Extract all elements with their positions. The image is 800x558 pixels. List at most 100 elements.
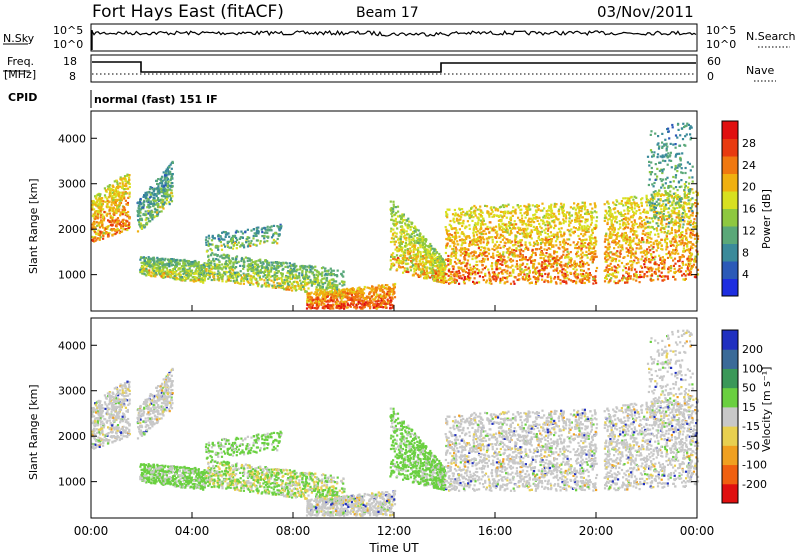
power-point [171, 177, 173, 179]
power-point [167, 189, 169, 191]
power-point [414, 230, 416, 232]
power-point [153, 270, 155, 272]
power-point [456, 271, 458, 273]
power-point [243, 266, 245, 268]
power-point [261, 267, 263, 269]
power-point [400, 218, 402, 220]
power-point [387, 299, 389, 301]
power-point [216, 273, 218, 275]
power-point [202, 270, 204, 272]
power-point [513, 252, 515, 254]
power-point [515, 266, 517, 268]
power-point [378, 284, 380, 286]
power-point [555, 283, 557, 285]
power-point [457, 243, 459, 245]
power-point [528, 267, 530, 269]
power-point [103, 211, 105, 213]
power-point [311, 268, 313, 270]
power-point [412, 264, 414, 266]
power-point [126, 220, 128, 222]
power-point [249, 260, 251, 262]
power-point [407, 248, 409, 250]
power-point [375, 290, 377, 292]
power-point [261, 264, 263, 266]
power-point [314, 283, 316, 285]
power-point [145, 192, 147, 194]
power-point [113, 207, 115, 209]
power-point [454, 282, 456, 284]
power-point [311, 282, 313, 284]
power-point [234, 242, 236, 244]
power-point [165, 170, 167, 172]
power-point [94, 218, 96, 220]
power-point [521, 268, 523, 270]
power-point [91, 204, 93, 206]
power-point [441, 281, 443, 283]
power-point [532, 249, 534, 251]
power-point [252, 261, 254, 263]
power-point [315, 279, 317, 281]
power-point [267, 268, 269, 270]
power-point [493, 227, 495, 229]
power-point [94, 240, 96, 242]
power-point [111, 204, 113, 206]
power-point [389, 304, 391, 306]
power-point [484, 273, 486, 275]
power-point [96, 221, 98, 223]
power-point [360, 306, 362, 308]
power-point [341, 297, 343, 299]
power-point [521, 217, 523, 219]
power-point [257, 264, 259, 266]
power-point [438, 262, 440, 264]
power-point [145, 268, 147, 270]
power-point [171, 195, 173, 197]
power-point [94, 231, 96, 233]
power-point [502, 246, 504, 248]
power-point [217, 245, 219, 247]
power-point [273, 225, 275, 227]
power-point [510, 275, 512, 277]
power-point [236, 277, 238, 279]
power-point [406, 230, 408, 232]
power-point [362, 291, 364, 293]
power-point [371, 296, 373, 298]
power-point [547, 233, 549, 235]
power-point [476, 261, 478, 263]
power-point [245, 257, 247, 259]
power-point [221, 263, 223, 265]
power-point [124, 179, 126, 181]
power-point [287, 266, 289, 268]
power-point [149, 220, 151, 222]
power-point [399, 215, 401, 217]
power-point [243, 260, 245, 262]
power-point [412, 239, 414, 241]
power-point [99, 239, 101, 241]
power-point [347, 304, 349, 306]
power-point [116, 205, 118, 207]
power-point [138, 202, 140, 204]
power-point [148, 261, 150, 263]
power-point [532, 204, 534, 206]
power-point [534, 213, 536, 215]
power-point [388, 287, 390, 289]
power-point [169, 274, 171, 276]
power-point [463, 269, 465, 271]
power-point [317, 275, 319, 277]
power-point [316, 289, 318, 291]
power-point [445, 273, 447, 275]
power-point [394, 235, 396, 237]
power-point [557, 276, 559, 278]
power-point [283, 262, 285, 264]
power-point [248, 282, 250, 284]
power-point [228, 271, 230, 273]
power-point [204, 277, 206, 279]
power-point [567, 229, 569, 231]
power-point [553, 252, 555, 254]
power-point [238, 273, 240, 275]
power-point [422, 242, 424, 244]
power-point [445, 226, 447, 228]
power-point [164, 178, 166, 180]
power-point [305, 271, 307, 273]
power-point [172, 185, 174, 187]
power-point [119, 214, 121, 216]
